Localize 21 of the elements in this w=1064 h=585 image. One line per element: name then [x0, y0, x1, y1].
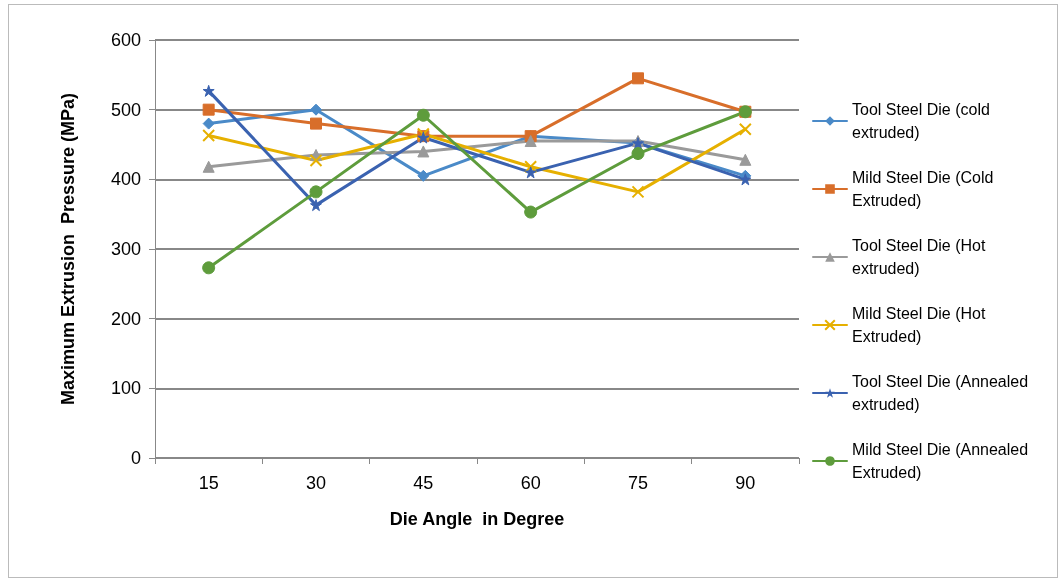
y-tick-label: 200	[110, 308, 141, 329]
legend-label: Mild Steel Die (Cold Extruded)	[852, 169, 998, 209]
x-tick-label: 75	[627, 473, 649, 493]
y-tick-label: 300	[110, 239, 141, 259]
x-tick-label: 60	[520, 473, 541, 493]
x-axis-title: Die Angle in Degree	[389, 509, 565, 529]
y-tick-label: 600	[110, 30, 141, 50]
y-axis-title: Maximum Extrusion Pressure (MPa)	[58, 92, 78, 406]
y-tick-label: 0	[130, 448, 141, 468]
legend-label: Tool Steel Die (Annealed extruded)	[852, 373, 1033, 413]
legend-label: Mild Steel Die (Annealed Extruded)	[852, 441, 1033, 481]
y-tick-label: 400	[110, 169, 141, 190]
x-tick-label: 30	[305, 473, 327, 493]
y-tick-label: 100	[110, 378, 141, 399]
legend-label: Mild Steel Die (Hot Extruded)	[852, 305, 990, 345]
legend-label: Tool Steel Die (Hot extruded)	[852, 237, 990, 277]
x-tick-label: 90	[735, 473, 756, 493]
x-tick-label: 45	[413, 473, 434, 493]
y-tick-label: 500	[110, 99, 141, 120]
x-tick-label: 15	[198, 473, 219, 493]
legend-label: Tool Steel Die (cold extruded)	[852, 101, 995, 141]
